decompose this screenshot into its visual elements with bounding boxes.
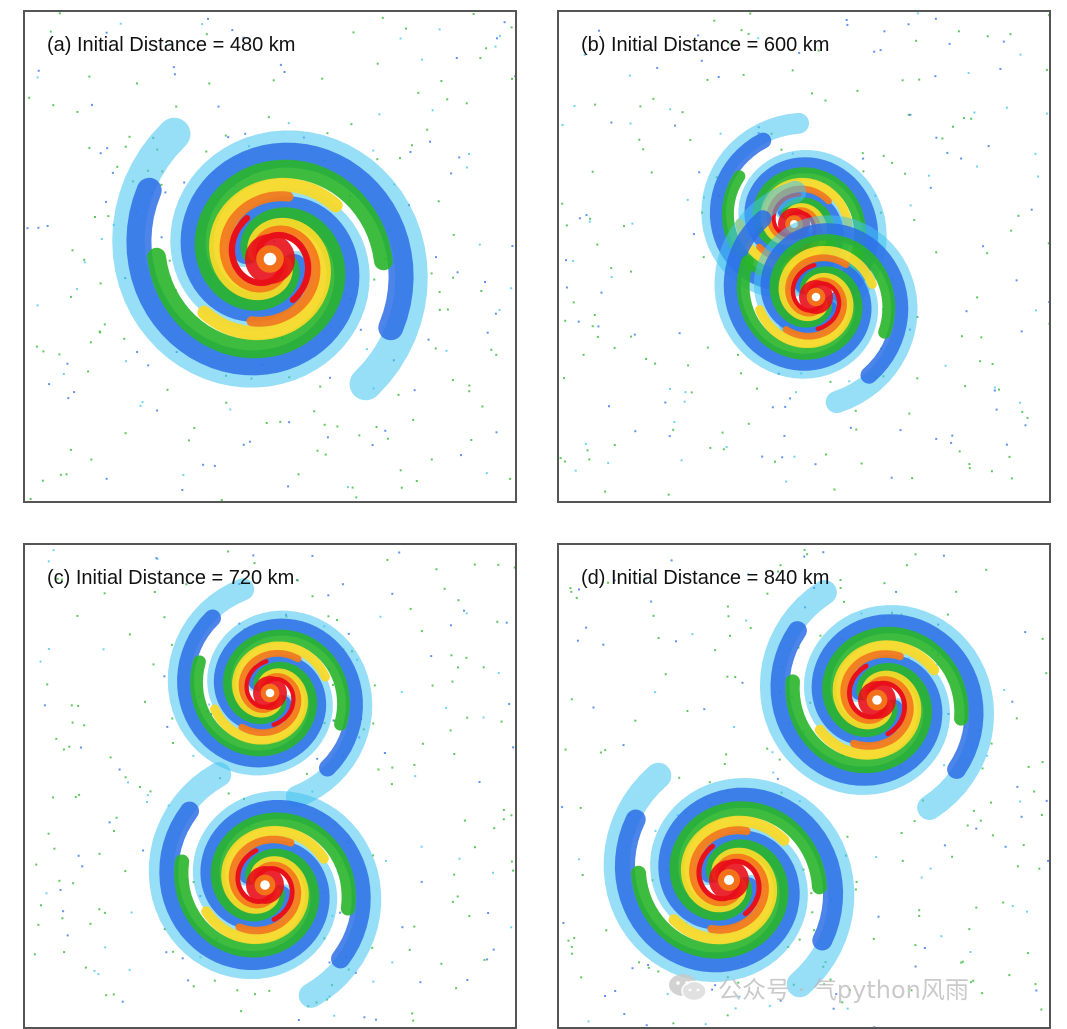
vortex-plot-a	[26, 12, 515, 501]
vortex-1	[759, 580, 995, 820]
panel-title-b: (b) Initial Distance = 600 km	[581, 34, 830, 56]
vortex-plot-d	[561, 548, 1049, 1027]
panel-d: (d) Initial Distance = 840 km	[557, 543, 1051, 1029]
panel-title-d: (d) Initial Distance = 840 km	[581, 567, 830, 589]
vortex-2	[714, 180, 918, 414]
vortex-1	[112, 117, 428, 401]
vortex-2	[148, 762, 382, 1008]
panel-c: (c) Initial Distance = 720 km	[23, 543, 517, 1029]
panel-title-a: (a) Initial Distance = 480 km	[47, 34, 296, 56]
panel-title-c: (c) Initial Distance = 720 km	[47, 567, 295, 589]
watermark: 公众号 · 气python风雨	[668, 970, 969, 1005]
watermark-text: 公众号 · 气python风雨	[718, 976, 969, 1004]
vortex-2	[603, 762, 855, 998]
wechat-icon	[669, 973, 707, 1001]
panel-a: (a) Initial Distance = 480 km	[23, 10, 517, 503]
panel-b: (b) Initial Distance = 600 km	[557, 10, 1051, 503]
vortex-plot-c	[33, 549, 515, 1022]
vortex-plot-b	[559, 12, 1049, 496]
vortex-1	[167, 578, 373, 808]
